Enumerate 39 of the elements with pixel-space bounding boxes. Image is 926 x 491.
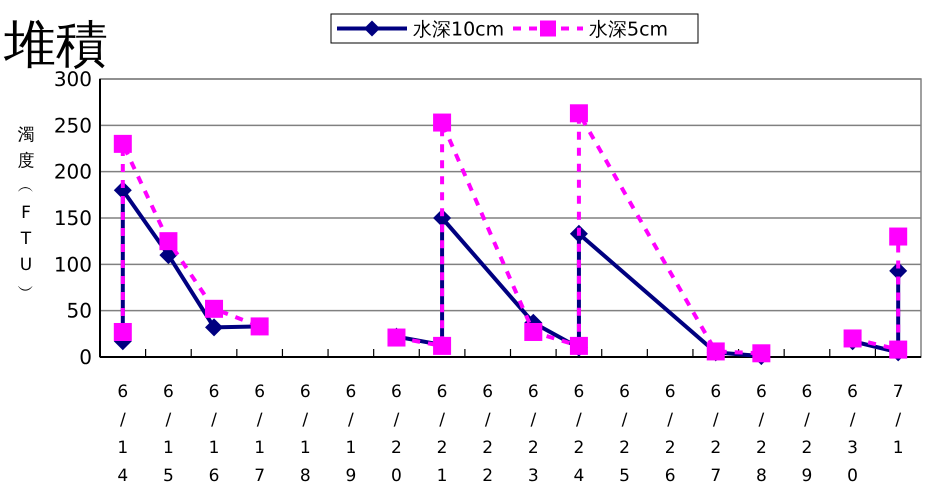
x-tick-label: 6/19: [345, 382, 356, 486]
point: [524, 322, 542, 341]
x-tick-label: 6/30: [847, 382, 858, 486]
x-tick-label: 6/21: [436, 382, 448, 486]
x-tick-label: 6/22: [482, 382, 494, 486]
y-tick-label: 200: [54, 160, 92, 184]
point: [114, 134, 132, 153]
x-tick-label: 6/17: [254, 382, 266, 486]
x-tick-label: 6/28: [756, 382, 767, 486]
y-tick-label: 0: [79, 345, 92, 369]
y-tick-label: 50: [66, 298, 92, 323]
point: [844, 329, 862, 348]
y-tick-label: 250: [54, 113, 92, 138]
y-tick-label: 100: [54, 252, 92, 276]
x-tick-label: 6/27: [710, 382, 722, 486]
legend-label: 水深10cm: [413, 18, 504, 40]
point: [570, 104, 588, 122]
legend-label: 水深5cm: [589, 18, 668, 40]
y-tick-label: 150: [54, 206, 92, 230]
x-tick-label: 6/24: [574, 382, 584, 486]
point: [159, 232, 178, 250]
point: [114, 322, 132, 341]
point: [205, 318, 224, 336]
x-tick-label: 7/1: [892, 382, 904, 458]
x-tick-label: 6/29: [802, 382, 812, 486]
x-tick-label: 6/16: [208, 382, 220, 486]
x-tick-label: 6/20: [391, 382, 402, 486]
x-tick-label: 6/15: [163, 382, 174, 486]
point: [752, 344, 770, 362]
y-axis-title: 濁度︵FTU︶: [18, 125, 34, 301]
x-tick-label: 6/26: [664, 382, 676, 486]
x-tick-label: 6/23: [528, 382, 539, 486]
x-tick-label: 6/18: [300, 382, 311, 486]
x-tick-label: 6/25: [619, 382, 630, 486]
point: [889, 340, 908, 359]
x-tick-label: 6/14: [117, 382, 128, 486]
point: [889, 228, 908, 246]
point: [433, 114, 452, 132]
point: [205, 300, 224, 318]
